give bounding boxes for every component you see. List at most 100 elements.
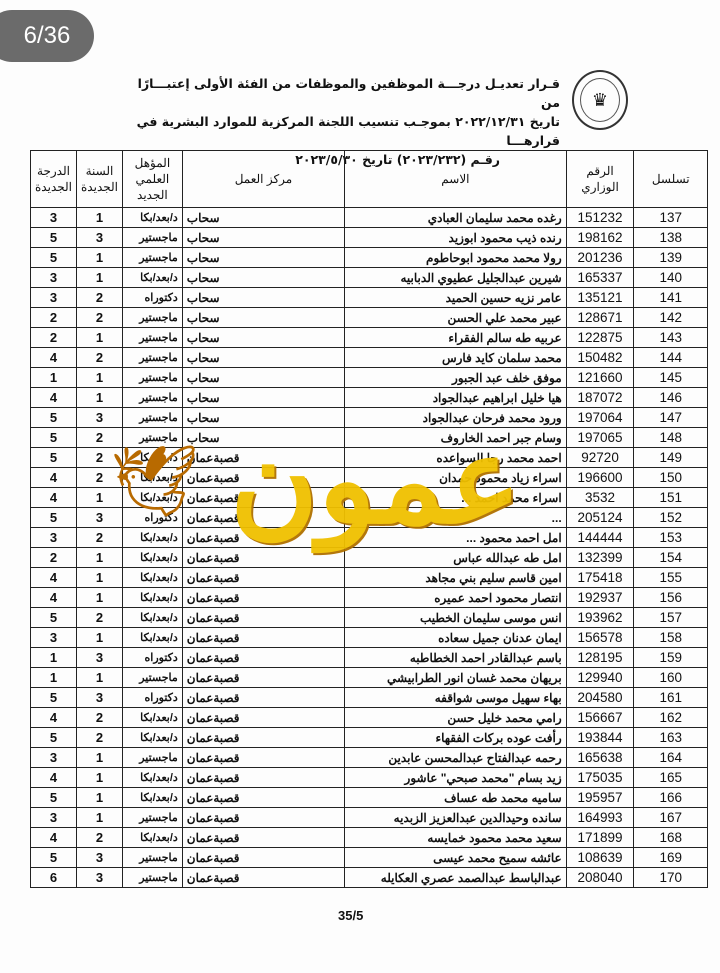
qualification-cell: د/بعد/بكا (121, 567, 183, 588)
name-cell: ... (344, 507, 567, 528)
ministry-id-cell: 164993 (565, 807, 635, 828)
new-grade-cell: 5 (29, 447, 78, 468)
ministry-id-cell: 197065 (565, 427, 635, 448)
ministry-id-cell: 135121 (565, 287, 635, 308)
name-cell: احمد محمد رجا السواعده (344, 447, 567, 468)
new-grade-cell: 5 (29, 407, 78, 428)
new-grade-cell: 4 (29, 767, 78, 788)
qualification-cell: د/بعد/بكا (121, 207, 183, 228)
ministry-id-cell: 204580 (565, 687, 635, 708)
table-row: 151 3532 اسراء محمد احمد ... قصبةعمان د/بعد/… (29, 487, 708, 508)
serial-cell: 141 (633, 287, 708, 308)
title-line: تاريخ ٢٠٢٢/١٢/٣١ بموجـب تنسيب اللجنة الم… (136, 114, 560, 148)
new-year-cell: 3 (76, 227, 123, 248)
new-grade-cell: 5 (29, 607, 78, 628)
work-center-cell: قصبةعمان (181, 607, 346, 628)
name-cell: شيرين عبدالجليل عطيوي الدبابيه (344, 267, 567, 288)
qualification-cell: د/بعد/بكا (121, 707, 183, 728)
qualification-cell: د/بعد/بكا (121, 767, 183, 788)
new-year-cell: 1 (76, 487, 123, 508)
col-new-grade: الدرجة الجديدة (29, 150, 78, 208)
name-cell: محمد سلمان كايد فارس (344, 347, 567, 368)
new-grade-cell: 3 (29, 207, 78, 228)
new-grade-cell: 3 (29, 627, 78, 648)
qualification-cell: د/بعد/بكا (121, 787, 183, 808)
serial-cell: 150 (633, 467, 708, 488)
new-grade-cell: 5 (29, 427, 78, 448)
qualification-cell: ماجستير (121, 227, 183, 248)
table-row: 164 165638 رحمه عبدالفتاح عبدالمحسن عابدين… (29, 747, 708, 768)
serial-cell: 139 (633, 247, 708, 268)
ministry-id-cell: 187072 (565, 387, 635, 408)
work-center-cell: قصبةعمان (181, 807, 346, 828)
ministry-id-cell: 165337 (565, 267, 635, 288)
serial-cell: 169 (633, 847, 708, 868)
new-year-cell: 2 (76, 527, 123, 548)
new-grade-cell: 4 (29, 467, 78, 488)
table-row: 162 156667 رامي محمد خليل حسن قصبةعمان د/بعد… (29, 707, 708, 728)
serial-cell: 158 (633, 627, 708, 648)
new-year-cell: 1 (76, 327, 123, 348)
qualification-cell: د/بعد/بكا (121, 447, 183, 468)
new-year-cell: 2 (76, 427, 123, 448)
serial-cell: 167 (633, 807, 708, 828)
serial-cell: 151 (633, 487, 708, 508)
serial-cell: 152 (633, 507, 708, 528)
serial-cell: 155 (633, 567, 708, 588)
serial-cell: 156 (633, 587, 708, 608)
employees-table: تسلسل الرقم الوزاري الاسم مركز العمل الم… (29, 150, 708, 888)
qualification-cell: ماجستير (121, 407, 183, 428)
table-row: 160 129940 بريهان محمد غسان انور الطرابيشي… (29, 667, 708, 688)
name-cell: رولا محمد محمود ابوحاطوم (344, 247, 567, 268)
work-center-cell: سحاب (181, 327, 346, 348)
ministry-id-cell: 192937 (565, 587, 635, 608)
qualification-cell: د/بعد/بكا (121, 727, 183, 748)
qualification-cell: ماجستير (121, 847, 183, 868)
name-cell: اسراء محمد احمد ... (344, 487, 567, 508)
work-center-cell: قصبةعمان (181, 727, 346, 748)
serial-cell: 143 (633, 327, 708, 348)
qualification-cell: ماجستير (121, 247, 183, 268)
ministry-id-cell: 128671 (565, 307, 635, 328)
table-row: 143 122875 عربيه طه سالم الفقراء سحاب ماجستي… (29, 327, 708, 348)
new-year-cell: 2 (76, 607, 123, 628)
table-row: 165 175035 زيد بسام "محمد صبحي" عاشور قصبةع… (29, 767, 708, 788)
ministry-id-cell: 156578 (565, 627, 635, 648)
col-name: الاسم (344, 150, 567, 208)
table-row: 161 204580 بهاء سهيل موسى شواقفه قصبةعمان دك… (29, 687, 708, 708)
work-center-cell: قصبةعمان (181, 787, 346, 808)
name-cell: رحمه عبدالفتاح عبدالمحسن عابدين (344, 747, 567, 768)
name-cell: اسراء زياد محمود حمدان (344, 467, 567, 488)
name-cell: رامي محمد خليل حسن (344, 707, 567, 728)
new-grade-cell: 2 (29, 307, 78, 328)
qualification-cell: د/بعد/بكا (121, 487, 183, 508)
new-year-cell: 1 (76, 567, 123, 588)
qualification-cell: ماجستير (121, 807, 183, 828)
new-year-cell: 3 (76, 507, 123, 528)
work-center-cell: قصبةعمان (181, 587, 346, 608)
name-cell: ساميه محمد طه عساف (344, 787, 567, 808)
name-cell: عامر نزيه حسين الحميد (344, 287, 567, 308)
col-ministry-id: الرقم الوزاري (565, 150, 635, 208)
col-qualification: المؤهل العلمي الجديد (121, 150, 183, 208)
qualification-cell: د/بعد/بكا (121, 607, 183, 628)
ministry-id-cell: 201236 (565, 247, 635, 268)
table-row: 142 128671 عبير محمد علي الحسن سحاب ماجستير 2… (29, 307, 708, 328)
new-year-cell: 1 (76, 247, 123, 268)
work-center-cell: قصبةعمان (181, 487, 346, 508)
table-row: 145 121660 موفق خلف عبد الجبور سحاب ماجستير 1… (29, 367, 708, 388)
new-grade-cell: 5 (29, 727, 78, 748)
serial-cell: 142 (633, 307, 708, 328)
ministry-id-cell: 151232 (565, 207, 635, 228)
table-row: 157 193962 انس موسى سليمان الخطيب قصبةعمان د… (29, 607, 708, 628)
new-year-cell: 1 (76, 747, 123, 768)
table-row: 154 132399 امل طه عبدالله عباس قصبةعمان د/بع… (29, 547, 708, 568)
new-grade-cell: 5 (29, 687, 78, 708)
new-year-cell: 2 (76, 727, 123, 748)
name-cell: بريهان محمد غسان انور الطرابيشي (344, 667, 567, 688)
serial-cell: 154 (633, 547, 708, 568)
new-grade-cell: 6 (29, 867, 78, 888)
table-row: 147 197064 ورود محمد فرحان عبدالجواد سحاب ما… (29, 407, 708, 428)
page-indicator: 6/36 (0, 10, 94, 62)
new-grade-cell: 4 (29, 487, 78, 508)
